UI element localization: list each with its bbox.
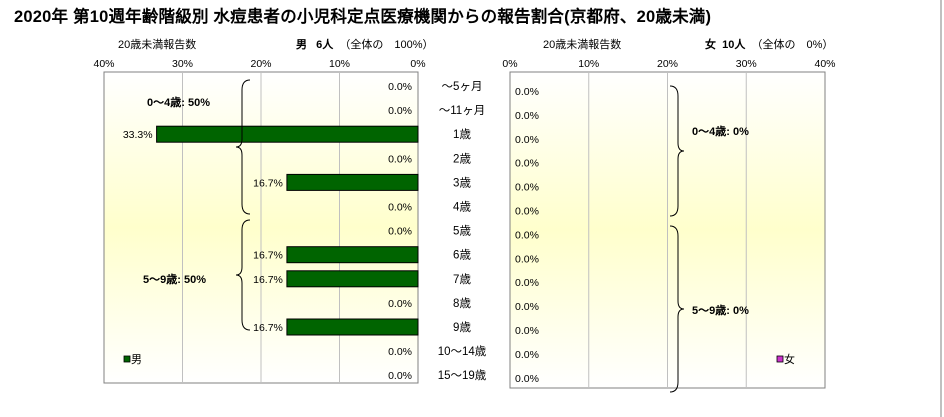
male-bar [286, 246, 419, 264]
male-data-label: 16.7% [253, 322, 283, 334]
female-tick-label: 40% [814, 58, 835, 70]
male-count: 6人 [316, 39, 334, 51]
category-label: 7歳 [453, 273, 471, 286]
male-bar [286, 173, 419, 191]
female-tick-label: 10% [578, 58, 599, 70]
male-legend-swatch [123, 355, 131, 363]
male-tick-label: 30% [172, 58, 193, 70]
female-summary: 女 10人 （全体の 0%） [705, 36, 833, 52]
female-data-label: 0.0% [515, 253, 539, 265]
female-data-label: 0.0% [515, 325, 539, 337]
female-data-label: 0.0% [515, 158, 539, 170]
category-label: ～11ヶ月 [439, 105, 485, 117]
female-data-label: 0.0% [515, 373, 539, 385]
male-brace-0-4 [235, 79, 251, 215]
male-data-label: 16.7% [253, 177, 283, 189]
male-brace-5-9 [235, 219, 251, 331]
male-data-label: 0.0% [388, 298, 412, 310]
male-data-label: 16.7% [253, 274, 283, 286]
female-brace-0-4 [669, 85, 685, 217]
male-tick-label: 0% [410, 58, 425, 70]
female-sex-label: 女 [705, 39, 716, 51]
category-label: 5歳 [453, 225, 471, 238]
male-annotation-0-4: 0～4歳: 50% [147, 95, 210, 109]
category-label: 8歳 [453, 297, 471, 310]
female-brace-5-9 [669, 225, 685, 393]
female-annotation-0-4: 0～4歳: 0% [692, 124, 749, 138]
female-data-label: 0.0% [515, 301, 539, 313]
female-data-label: 0.0% [515, 182, 539, 194]
category-label: 10～14歳 [438, 345, 487, 358]
female-data-label: 0.0% [515, 110, 539, 122]
male-data-label: 0.0% [388, 202, 412, 214]
male-data-label: 0.0% [388, 226, 412, 238]
male-data-label: 33.3% [123, 129, 153, 141]
category-label: 9歳 [453, 321, 471, 334]
male-data-label: 0.0% [388, 370, 412, 382]
female-legend-label: 女 [784, 352, 795, 366]
male-tick-label: 20% [250, 58, 271, 70]
male-sex-label: 男 [296, 39, 307, 51]
female-count: 10人 [722, 39, 746, 51]
female-data-label: 0.0% [515, 86, 539, 98]
female-tick-label: 20% [657, 58, 678, 70]
male-bar [286, 318, 419, 336]
female-caption: 20歳未満報告数 [543, 39, 622, 51]
category-label: 3歳 [453, 176, 471, 189]
female-data-label: 0.0% [515, 277, 539, 289]
male-data-label: 0.0% [388, 81, 412, 93]
chart-title: 2020年 第10週年齢階級別 水痘患者の小児科定点医療機関からの報告割合(京都… [14, 8, 712, 26]
male-share: （全体の 100%） [339, 39, 434, 51]
male-bar [286, 270, 419, 288]
male-data-label: 0.0% [388, 153, 412, 165]
male-data-label: 0.0% [388, 346, 412, 358]
male-data-label: 16.7% [253, 250, 283, 262]
category-label: 6歳 [453, 249, 471, 262]
female-tick-label: 30% [736, 58, 757, 70]
category-label: 4歳 [453, 201, 471, 214]
male-data-label: 0.0% [388, 105, 412, 117]
category-label: 15～19歳 [438, 369, 487, 382]
male-tick-label: 10% [329, 58, 350, 70]
male-tick-label: 40% [93, 58, 114, 70]
male-summary: 男 6人 （全体の 100%） [296, 36, 434, 52]
female-data-label: 0.0% [515, 229, 539, 241]
female-tick-label: 0% [502, 58, 517, 70]
category-label: 1歳 [453, 128, 471, 141]
female-data-label: 0.0% [515, 206, 539, 218]
category-label: 2歳 [453, 152, 471, 165]
female-annotation-5-9: 5～9歳: 0% [692, 303, 749, 317]
male-caption: 20歳未満報告数 [118, 39, 197, 51]
male-bar [156, 125, 419, 143]
female-share: （全体の 0%） [751, 39, 834, 51]
female-data-label: 0.0% [515, 349, 539, 361]
male-legend-label: 男 [131, 354, 142, 366]
female-data-label: 0.0% [515, 134, 539, 146]
category-label: ～5ヶ月 [442, 81, 483, 93]
male-annotation-5-9: 5～9歳: 50% [143, 272, 206, 286]
female-legend-swatch [776, 355, 784, 363]
